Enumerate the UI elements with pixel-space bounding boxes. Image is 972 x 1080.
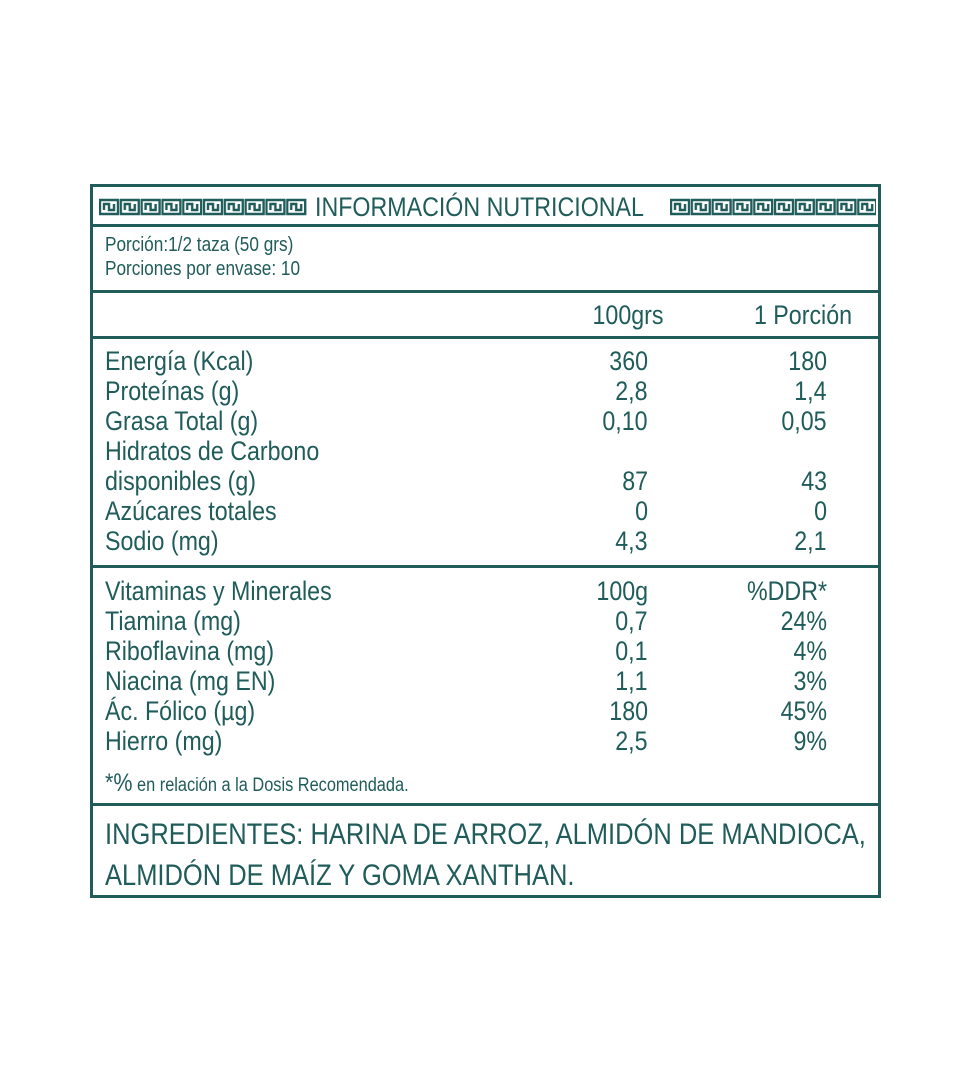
vitamins-row-value-portion: 3% [793, 666, 827, 696]
vitamins-row-label: Riboflavina (mg) [105, 636, 275, 666]
divider [93, 224, 878, 227]
nutrients-row-value-100g: 2,8 [615, 376, 648, 406]
vitamins-row-label: Niacina (mg EN) [105, 666, 276, 696]
vitamins-row-value-100g: 0,7 [615, 606, 648, 636]
nutrients-row-value-100g: 87 [622, 466, 648, 496]
nutrients-row-label: Hidratos de Carbono [105, 436, 320, 466]
vitamins-row-value-portion: 9% [793, 726, 827, 756]
vitamins-row-value-100g: 180 [609, 696, 648, 726]
divider [93, 290, 878, 293]
nutrients-row-label: Energía (Kcal) [105, 346, 254, 376]
nutrients-row-label: Sodio (mg) [105, 526, 219, 556]
nutrients-row-value-100g: 4,3 [615, 526, 648, 556]
vitamins-row-value-100g: 0,1 [615, 636, 648, 666]
column-header-portion: 1 Porción [753, 300, 853, 330]
footnote: *% en relación a la Dosis Recomendada. [105, 768, 409, 801]
vitamins-row-value-100g: 2,5 [615, 726, 648, 756]
divider [93, 803, 878, 806]
vitamins-row-value-portion: 45% [780, 696, 827, 726]
ingredients-line-2: ALMIDÓN DE MAÍZ Y GOMA XANTHAN. [105, 859, 575, 892]
greek-key-ornament-right [670, 198, 876, 216]
divider [93, 565, 878, 568]
footnote-text: en relación a la Dosis Recomendada. [132, 775, 409, 796]
nutrients-row-value-100g: 0,10 [602, 406, 648, 436]
nutrients-row-value-portion: 180 [788, 346, 827, 376]
footnote-mark: *% [105, 769, 133, 797]
vitamins-row-label: Vitaminas y Minerales [105, 576, 332, 606]
nutrients-row-label: Proteínas (g) [105, 376, 240, 406]
serving-size: Porción:1/2 taza (50 grs) [105, 234, 294, 256]
nutrition-facts-label: INFORMACIÓN NUTRICIONAL Porción:1/2 taza… [90, 184, 881, 898]
vitamins-row-value-portion: 4% [793, 636, 827, 666]
vitamins-row-value-100g: 100g [596, 576, 648, 606]
divider [93, 336, 878, 339]
vitamins-row-label: Tiamina (mg) [105, 606, 241, 636]
vitamins-row-value-portion: %DDR* [747, 576, 827, 606]
nutrients-row-label: Azúcares totales [105, 496, 277, 526]
nutrients-row-value-100g: 0 [635, 496, 648, 526]
nutrients-row-value-portion: 2,1 [794, 526, 827, 556]
vitamins-row-label: Ác. Fólico (µg) [105, 696, 256, 726]
nutrients-row-label: Grasa Total (g) [105, 406, 259, 436]
nutrients-row-value-portion: 1,4 [794, 376, 827, 406]
nutrients-row-label: disponibles (g) [105, 466, 257, 496]
vitamins-row-value-100g: 1,1 [615, 666, 648, 696]
nutrients-row-value-portion: 0 [814, 496, 827, 526]
vitamins-row-label: Hierro (mg) [105, 726, 223, 756]
ingredients-line-1: INGREDIENTES: HARINA DE ARROZ, ALMIDÓN D… [105, 818, 866, 851]
nutrients-row-value-100g: 360 [609, 346, 648, 376]
column-header-100g: 100grs [592, 300, 664, 330]
servings-per-package: Porciones por envase: 10 [105, 258, 301, 280]
vitamins-row-value-portion: 24% [780, 606, 827, 636]
nutrients-row-value-portion: 0,05 [781, 406, 827, 436]
greek-key-ornament-left [99, 198, 307, 216]
nutrients-row-value-portion: 43 [801, 466, 827, 496]
label-title: INFORMACIÓN NUTRICIONAL [315, 192, 644, 222]
